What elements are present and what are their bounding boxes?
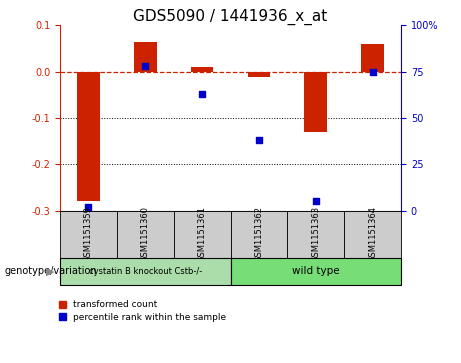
Bar <box>248 72 270 77</box>
Bar <box>60 211 117 258</box>
Point <box>85 204 92 210</box>
Bar <box>344 211 401 258</box>
Text: genotype/variation: genotype/variation <box>5 266 97 276</box>
Text: wild type: wild type <box>292 266 340 276</box>
Text: GSM1151362: GSM1151362 <box>254 206 263 262</box>
Bar <box>287 211 344 258</box>
Bar <box>174 211 230 258</box>
Bar <box>304 72 327 132</box>
Point <box>198 91 206 97</box>
Bar <box>230 258 401 285</box>
Text: cystatin B knockout Cstb-/-: cystatin B knockout Cstb-/- <box>89 267 202 276</box>
Bar <box>230 211 287 258</box>
Point <box>369 69 376 75</box>
Point <box>255 137 263 143</box>
Text: ▶: ▶ <box>47 266 55 276</box>
Bar <box>117 211 174 258</box>
Bar <box>361 44 384 72</box>
Text: GSM1151361: GSM1151361 <box>198 206 207 262</box>
Text: GSM1151363: GSM1151363 <box>311 206 320 262</box>
Bar <box>191 67 213 72</box>
Point <box>312 198 319 204</box>
Text: GSM1151360: GSM1151360 <box>141 206 150 262</box>
Text: GSM1151359: GSM1151359 <box>84 206 93 262</box>
Bar <box>134 42 157 72</box>
Bar <box>60 258 230 285</box>
Title: GDS5090 / 1441936_x_at: GDS5090 / 1441936_x_at <box>133 9 328 25</box>
Legend: transformed count, percentile rank within the sample: transformed count, percentile rank withi… <box>55 297 230 326</box>
Text: GSM1151364: GSM1151364 <box>368 206 377 262</box>
Bar <box>77 72 100 201</box>
Point <box>142 63 149 69</box>
